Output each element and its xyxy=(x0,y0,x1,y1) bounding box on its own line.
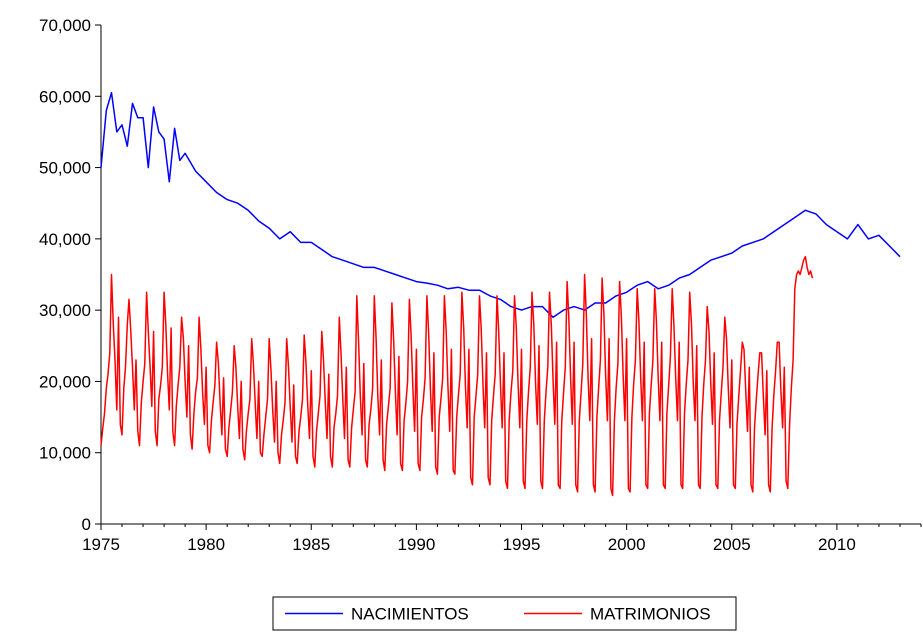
x-tick-label: 1975 xyxy=(82,535,120,554)
y-tick-label: 60,000 xyxy=(39,87,91,106)
x-tick-label: 1980 xyxy=(187,535,225,554)
y-tick-label: 30,000 xyxy=(39,301,91,320)
legend-label: NACIMIENTOS xyxy=(351,605,469,624)
y-tick-label: 40,000 xyxy=(39,230,91,249)
y-tick-label: 10,000 xyxy=(39,444,91,463)
y-tick-label: 50,000 xyxy=(39,159,91,178)
legend: NACIMIENTOS MATRIMONIOS xyxy=(272,596,737,631)
x-tick-label: 1995 xyxy=(503,535,541,554)
x-tick-label: 2000 xyxy=(608,535,646,554)
y-tick-label: 20,000 xyxy=(39,372,91,391)
legend-label: MATRIMONIOS xyxy=(590,605,711,624)
x-tick-label: 1985 xyxy=(292,535,330,554)
x-tick-label: 1990 xyxy=(397,535,435,554)
legend-box xyxy=(272,596,737,631)
series-layer xyxy=(100,91,901,497)
y-tick-label: 70,000 xyxy=(39,16,91,35)
series-line-nacimientos xyxy=(100,91,901,319)
x-tick-label: 2005 xyxy=(713,535,751,554)
x-axis: 1975 1980 1985 1990 1995 2000 2005 2010 xyxy=(82,524,922,554)
x-tick-label: 2010 xyxy=(818,535,856,554)
y-axis: 0 10,000 20,000 30,000 40,000 50,000 60,000 70,… xyxy=(39,16,101,534)
y-tick-label: 0 xyxy=(82,515,91,534)
series-line-matrimonios xyxy=(100,255,814,497)
